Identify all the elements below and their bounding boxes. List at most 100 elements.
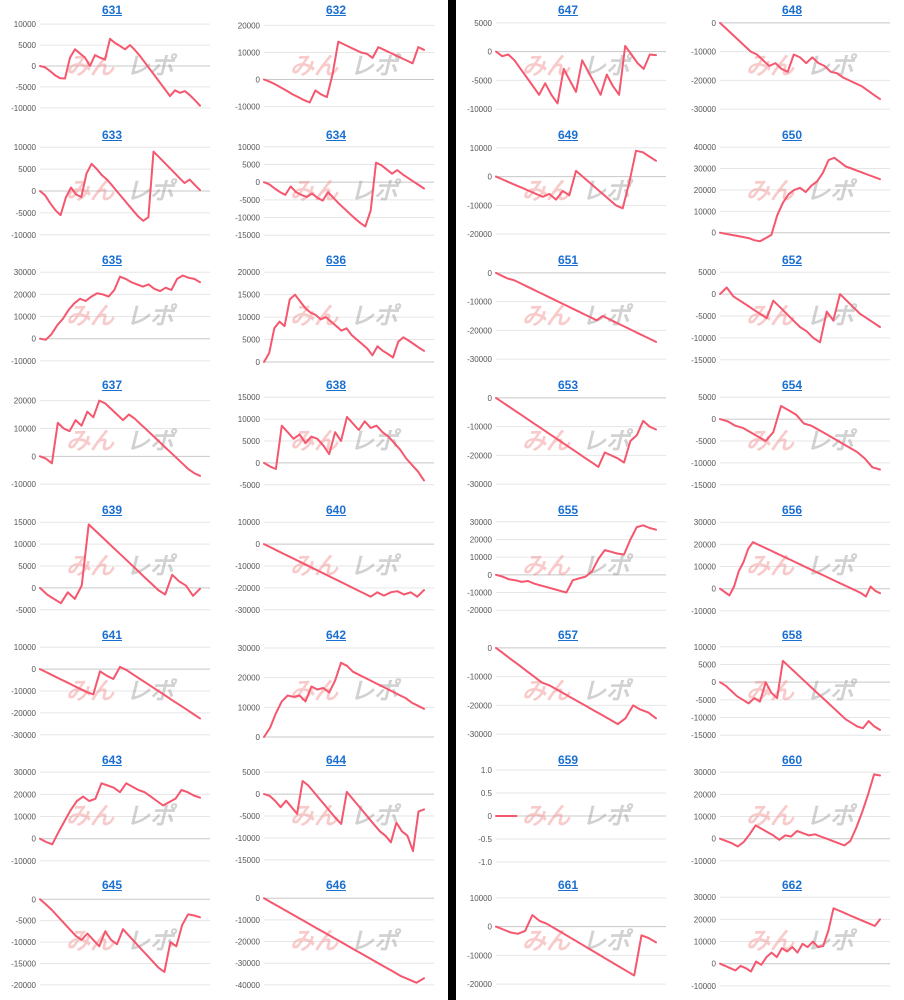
y-tick-label: 10000 <box>238 415 261 424</box>
y-tick-label: -10000 <box>691 714 716 723</box>
watermark-part2: レポ <box>126 802 178 830</box>
y-tick-label: 0 <box>32 665 37 674</box>
watermark-part1: みん <box>746 552 795 580</box>
line-chart-638: 15000 10000 5000 0 -5000 みん レポ <box>238 393 434 490</box>
y-tick-label: 0 <box>712 678 717 687</box>
y-tick-label: 15000 <box>238 291 261 300</box>
chart-cell-633: 633 10000 5000 0 -5000 -10000 みん レポ <box>0 125 224 250</box>
series-line <box>39 782 201 846</box>
chart-cell-638: 638 15000 10000 5000 0 -5000 みん レポ <box>224 375 448 500</box>
series-line <box>263 543 425 598</box>
y-tick-label: 0 <box>488 644 493 653</box>
watermark-part2: レポ <box>806 302 858 330</box>
chart-title-link[interactable]: 632 <box>325 3 347 17</box>
y-tick-label: 10000 <box>14 313 37 322</box>
chart-title-link[interactable]: 634 <box>325 128 347 142</box>
chart-title-link[interactable]: 631 <box>101 3 123 17</box>
chart-title-link[interactable]: 644 <box>325 753 347 767</box>
watermark-part2: レポ <box>582 427 634 455</box>
y-tick-label: 0 <box>32 187 37 196</box>
y-tick-label: -30000 <box>691 105 716 114</box>
y-tick-label: 5000 <box>698 268 716 277</box>
chart-title-link[interactable]: 654 <box>781 378 803 392</box>
series-line <box>39 523 201 605</box>
chart-title-link[interactable]: 640 <box>325 503 347 517</box>
chart-title-link[interactable]: 655 <box>557 503 579 517</box>
chart-title-link[interactable]: 641 <box>101 628 123 642</box>
y-tick-label: -5000 <box>696 696 717 705</box>
chart-title-link[interactable]: 645 <box>101 878 123 892</box>
chart-title-link[interactable]: 657 <box>557 628 579 642</box>
y-tick-label: -5000 <box>16 917 37 926</box>
y-tick-label: -5000 <box>16 209 37 218</box>
y-tick-label: 20000 <box>14 397 37 406</box>
chart-title-link[interactable]: 659 <box>557 753 579 767</box>
y-tick-label: 0 <box>256 358 261 367</box>
y-tick-label: 20000 <box>694 540 717 549</box>
y-tick-label: 30000 <box>694 893 717 902</box>
series-line <box>719 286 881 344</box>
y-tick-label: -10000 <box>235 834 260 843</box>
y-tick-label: 10000 <box>14 20 37 29</box>
chart-title-link[interactable]: 653 <box>557 378 579 392</box>
y-tick-label: -10000 <box>11 231 36 240</box>
series-line <box>495 396 657 468</box>
watermark-part2: レポ <box>806 927 858 955</box>
y-tick-label: 0 <box>488 269 493 278</box>
chart-title-link[interactable]: 661 <box>557 878 579 892</box>
chart-cell-644: 644 5000 0 -5000 -10000 -15000 みん レポ <box>224 750 448 875</box>
y-tick-label: 0 <box>256 894 261 903</box>
series-line <box>263 780 425 852</box>
y-tick-label: -10000 <box>467 589 492 598</box>
watermark-part2: レポ <box>806 177 858 205</box>
series-line <box>39 898 201 973</box>
chart-title-link[interactable]: 658 <box>781 628 803 642</box>
y-tick-label: -1.0 <box>478 858 492 867</box>
chart-title-link[interactable]: 660 <box>781 753 803 767</box>
line-chart-655: 30000 20000 10000 0 -10000 -20000 みん レポ <box>467 518 666 615</box>
chart-title-link[interactable]: 652 <box>781 253 803 267</box>
chart-title-link[interactable]: 642 <box>325 628 347 642</box>
y-tick-label: -5000 <box>240 481 261 490</box>
y-tick-label: 0 <box>712 835 717 844</box>
y-tick-label: -30000 <box>235 959 260 968</box>
chart-title-link[interactable]: 637 <box>101 378 123 392</box>
chart-cell-650: 650 40000 30000 20000 10000 0 みん レポ <box>680 125 904 250</box>
chart-title-link[interactable]: 639 <box>101 503 123 517</box>
series-line <box>39 399 201 477</box>
chart-title-link[interactable]: 636 <box>325 253 347 267</box>
y-tick-label: -10000 <box>235 916 260 925</box>
y-tick-label: 20000 <box>238 674 261 683</box>
watermark-part1: みん <box>66 427 115 455</box>
y-tick-label: 10000 <box>238 703 261 712</box>
line-chart-642: 30000 20000 10000 0 みん レポ <box>238 644 434 742</box>
chart-title-link[interactable]: 643 <box>101 753 123 767</box>
watermark-part1: みん <box>66 552 115 580</box>
line-chart-639: 15000 10000 5000 0 -5000 みん レポ <box>14 518 210 615</box>
series-line <box>263 661 425 738</box>
chart-title-link[interactable]: 633 <box>101 128 123 142</box>
y-tick-label: -10000 <box>235 562 260 571</box>
y-tick-label: 30000 <box>14 768 37 777</box>
watermark-part1: みん <box>66 302 115 330</box>
chart-title-link[interactable]: 662 <box>781 878 803 892</box>
chart-title-link[interactable]: 648 <box>781 3 803 17</box>
chart-title-link[interactable]: 649 <box>557 128 579 142</box>
y-tick-label: -20000 <box>467 980 492 989</box>
y-tick-label: 10000 <box>470 553 493 562</box>
chart-title-link[interactable]: 647 <box>557 3 579 17</box>
chart-title-link[interactable]: 646 <box>325 878 347 892</box>
chart-title-link[interactable]: 656 <box>781 503 803 517</box>
y-tick-label: -10000 <box>11 104 36 113</box>
y-tick-label: -10000 <box>691 982 716 991</box>
chart-title-link[interactable]: 650 <box>781 128 803 142</box>
y-tick-label: -20000 <box>467 326 492 335</box>
chart-title-link[interactable]: 651 <box>557 253 579 267</box>
y-tick-label: 20000 <box>14 290 37 299</box>
chart-title-link[interactable]: 635 <box>101 253 123 267</box>
y-tick-label: 30000 <box>694 165 717 174</box>
chart-title-link[interactable]: 638 <box>325 378 347 392</box>
